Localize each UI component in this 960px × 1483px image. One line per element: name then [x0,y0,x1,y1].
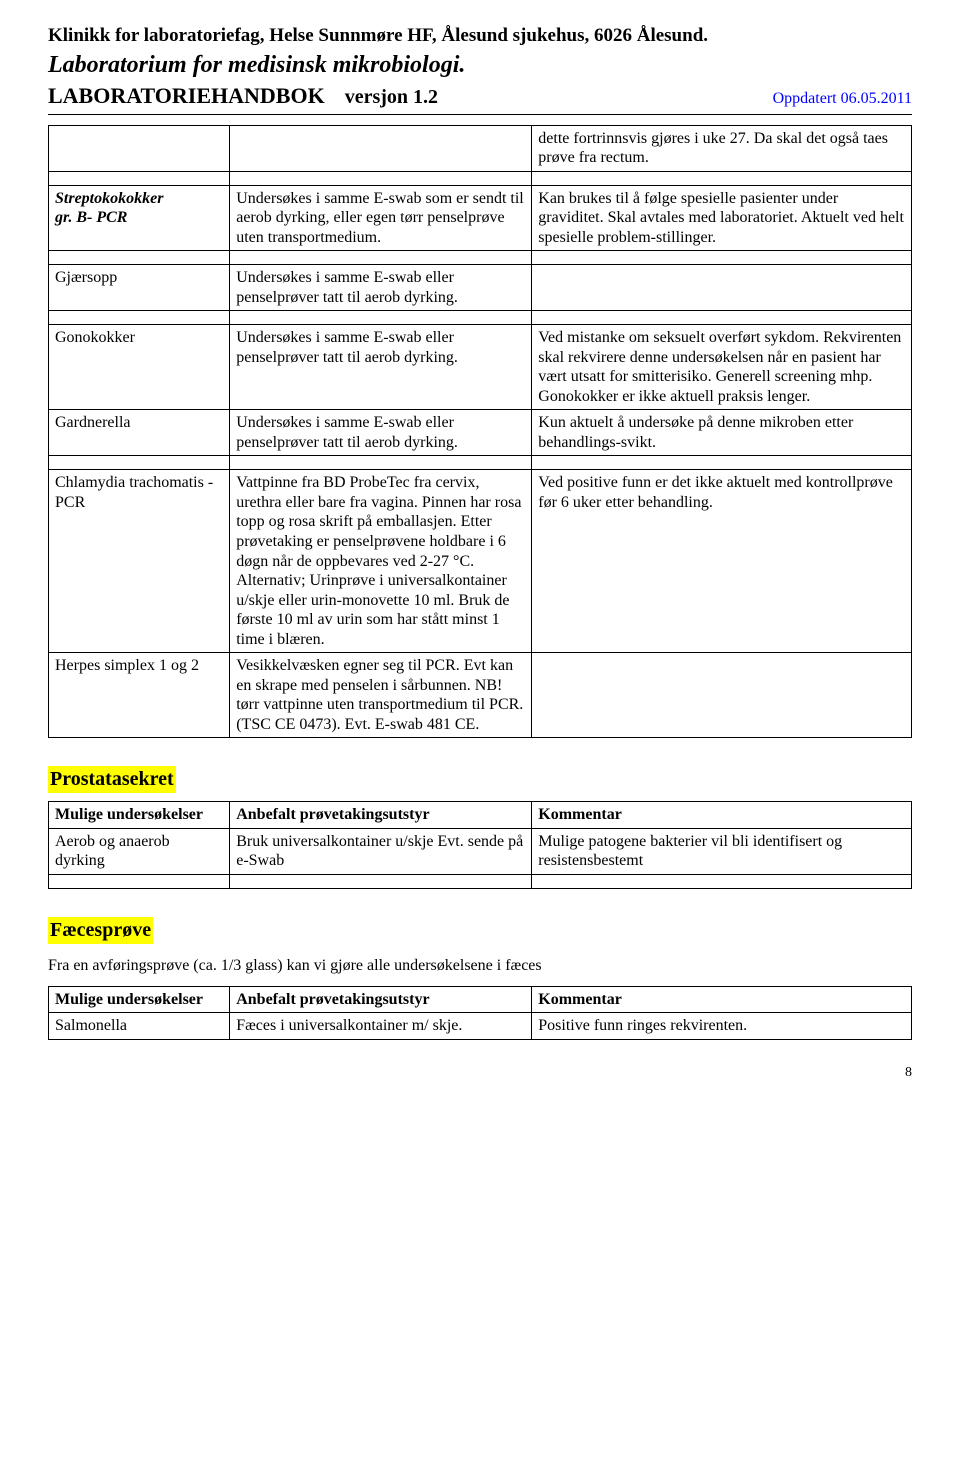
cell-method: Vattpinne fra BD ProbeTec fra cervix, ur… [230,470,532,653]
cell-method: Bruk universalkontainer u/skje Evt. send… [230,828,532,874]
cell-comment: Positive funn ringes rekvirenten. [532,1013,912,1040]
cell-name [49,125,230,171]
cell-name-line2: gr. B- PCR [55,209,127,226]
cell-name: Streptokokokker gr. B- PCR [49,185,230,251]
header-version: versjon 1.2 [345,85,438,110]
col-head-utstyr: Anbefalt prøvetakingsutstyr [230,986,532,1013]
col-head-undersokelser: Mulige undersøkelser [49,986,230,1013]
page-number: 8 [48,1064,912,1082]
col-head-utstyr: Anbefalt prøvetakingsutstyr [230,802,532,829]
cell-name: Gjærsopp [49,265,230,311]
table-row: Salmonella Fæces i universalkontainer m/… [49,1013,912,1040]
section-heading-prostata: Prostatasekret [48,766,176,793]
cell-comment [532,653,912,738]
table-row: Chlamydia trachomatis -PCR Vattpinne fra… [49,470,912,653]
header-rule [48,114,912,115]
table-row: Gjærsopp Undersøkes i samme E-swab eller… [49,265,912,311]
cell-method: Undersøkes i samme E-swab eller penselpr… [230,265,532,311]
faeces-intro: Fra en avføringsprøve (ca. 1/3 glass) ka… [48,956,912,976]
cell-name: Chlamydia trachomatis -PCR [49,470,230,653]
cell-method: Undersøkes i samme E-swab eller penselpr… [230,410,532,456]
cell-name: Salmonella [49,1013,230,1040]
spacer-row [49,171,912,185]
table-head-row: Mulige undersøkelser Anbefalt prøvetakin… [49,802,912,829]
header-title: LABORATORIEHANDBOK [48,82,325,110]
table-row: Aerob og anaerob dyrking Bruk universalk… [49,828,912,874]
spacer-row [49,456,912,470]
cell-name: Aerob og anaerob dyrking [49,828,230,874]
cell-comment: Ved positive funn er det ikke aktuelt me… [532,470,912,653]
col-head-kommentar: Kommentar [532,802,912,829]
cell-comment: Kan brukes til å følge spesielle pasient… [532,185,912,251]
cell-method: Undersøkes i samme E-swab eller penselpr… [230,325,532,410]
prostata-table: Mulige undersøkelser Anbefalt prøvetakin… [48,801,912,889]
spacer-row [49,311,912,325]
cell-comment: dette fortrinnsvis gjøres i uke 27. Da s… [532,125,912,171]
table-row: Gonokokker Undersøkes i samme E-swab ell… [49,325,912,410]
table-row: Gardnerella Undersøkes i samme E-swab el… [49,410,912,456]
header-title-row: LABORATORIEHANDBOK versjon 1.2 Oppdatert… [48,82,912,110]
cell-comment [532,265,912,311]
cell-method: Undersøkes i samme E-swab som er sendt t… [230,185,532,251]
section-heading-faeces: Fæcesprøve [48,917,153,944]
table-row: Herpes simplex 1 og 2 Vesikkelvæsken egn… [49,653,912,738]
faeces-table: Mulige undersøkelser Anbefalt prøvetakin… [48,986,912,1040]
cell-name: Gardnerella [49,410,230,456]
header-updated: Oppdatert 06.05.2011 [773,89,912,109]
col-head-undersokelser: Mulige undersøkelser [49,802,230,829]
table-head-row: Mulige undersøkelser Anbefalt prøvetakin… [49,986,912,1013]
cell-method [230,125,532,171]
cell-comment: Kun aktuelt å undersøke på denne mikrobe… [532,410,912,456]
cell-comment: Ved mistanke om seksuelt overført sykdom… [532,325,912,410]
header-institution: Klinikk for laboratoriefag, Helse Sunnmø… [48,24,912,48]
table-row: Streptokokokker gr. B- PCR Undersøkes i … [49,185,912,251]
table-row: dette fortrinnsvis gjøres i uke 27. Da s… [49,125,912,171]
spacer-row [49,874,912,888]
cell-comment: Mulige patogene bakterier vil bli identi… [532,828,912,874]
spacer-row [49,251,912,265]
main-specimen-table: dette fortrinnsvis gjøres i uke 27. Da s… [48,125,912,738]
cell-method: Vesikkelvæsken egner seg til PCR. Evt ka… [230,653,532,738]
cell-method: Fæces i universalkontainer m/ skje. [230,1013,532,1040]
cell-name-line1: Streptokokokker [55,190,163,207]
col-head-kommentar: Kommentar [532,986,912,1013]
header-subtitle: Laboratorium for medisinsk mikrobiologi. [48,50,912,80]
cell-name: Herpes simplex 1 og 2 [49,653,230,738]
cell-name: Gonokokker [49,325,230,410]
